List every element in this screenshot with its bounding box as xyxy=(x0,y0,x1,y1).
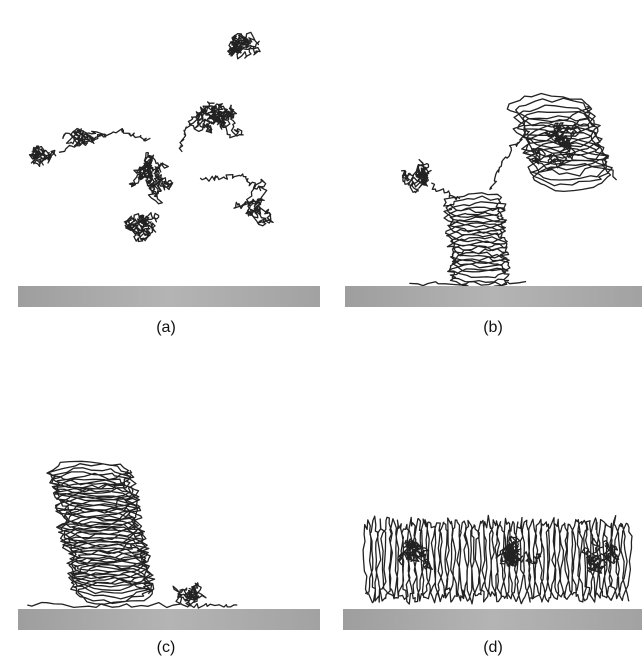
polymer-chain xyxy=(409,282,526,286)
polymer-chain xyxy=(129,153,172,204)
polymer-chain xyxy=(30,146,56,167)
surface xyxy=(343,609,642,630)
polymer-chain xyxy=(200,174,261,191)
surface xyxy=(345,286,642,307)
polymer-chain xyxy=(190,104,244,138)
panel-label: (d) xyxy=(483,639,503,656)
polymer-chain xyxy=(402,160,432,193)
polymer-chains xyxy=(27,32,632,608)
polymer-chain xyxy=(124,213,158,242)
surface xyxy=(18,286,320,307)
polymer-chain xyxy=(47,461,155,604)
polymer-chain xyxy=(490,131,529,190)
figure: (a) (b) (c) (d) xyxy=(0,0,642,656)
panel-label: (b) xyxy=(483,319,503,336)
panel-label: (c) xyxy=(157,639,176,656)
panel-label: (a) xyxy=(156,319,176,336)
polymer-chain xyxy=(173,583,206,606)
polymer-chain xyxy=(27,603,237,609)
polymer-chain xyxy=(444,193,510,288)
polymer-chain xyxy=(63,129,106,146)
polymer-chain xyxy=(228,32,260,59)
surface xyxy=(18,609,320,630)
